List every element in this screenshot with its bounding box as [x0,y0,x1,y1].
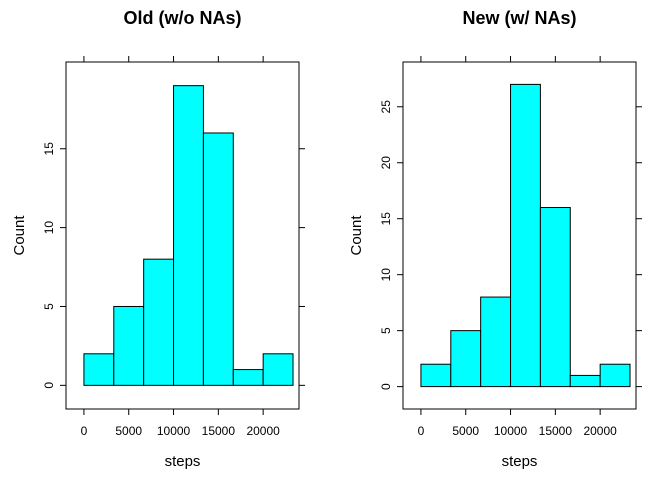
histogram-bar [143,258,175,386]
y-tick-label: 10 [42,221,56,235]
histogram-panel-new: New (w/ NAs) steps Count 0 5000 10000 15000… [348,8,642,470]
y-tick-label: 10 [379,268,393,282]
x-tick-label: 15000 [539,424,573,438]
histogram-bar [510,83,541,388]
y-tick-label: 0 [379,383,393,390]
x-tick-label: 5000 [452,424,479,438]
x-tick-label: 0 [418,424,425,438]
histogram-panel-old: Old (w/o NAs) steps Count 0 5000 10000 1500… [11,8,305,470]
x-tick-label: 10000 [494,424,528,438]
histogram-bar [173,85,204,386]
y-tick-label: 20 [379,156,393,170]
x-tick-label: 20000 [583,424,617,438]
x-axis-label: steps [165,453,201,470]
histogram-bar [569,374,601,388]
x-axis-label: steps [502,453,538,470]
histogram-bar [539,207,571,388]
y-tick-label: 15 [42,142,56,156]
chart-title: New (w/ NAs) [462,8,576,28]
x-tick-label: 0 [81,424,88,438]
x-tick-label: 5000 [115,424,142,438]
x-tick-label: 10000 [157,424,191,438]
histogram-bar [113,305,145,386]
y-tick-label: 5 [42,303,56,310]
y-tick-label: 25 [379,100,393,114]
y-axis-label: Count [11,215,28,256]
x-tick-label: 15000 [202,424,236,438]
y-axis-label: Count [348,215,365,256]
histogram-bar [262,353,294,386]
x-tick-label: 20000 [246,424,280,438]
histogram-bar [83,353,115,386]
y-tick-label: 0 [42,382,56,389]
chart-title: Old (w/o NAs) [124,8,242,28]
histogram-bar [480,296,512,388]
histogram-bar [232,369,264,386]
histogram-bar [450,330,482,388]
histogram-bar [420,363,452,388]
plot-frame [402,61,637,410]
y-tick-label: 15 [379,212,393,226]
histogram-bar [599,363,631,388]
plot-frame [65,61,300,410]
y-tick-label: 5 [379,327,393,334]
histogram-bar [202,132,234,386]
